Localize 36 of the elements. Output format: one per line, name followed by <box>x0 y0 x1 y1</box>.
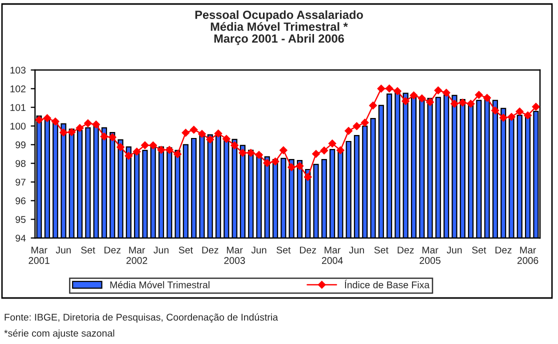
y-tick-label: 96 <box>16 197 26 204</box>
y-tick-label: 100 <box>10 122 26 130</box>
y-tick-label: 99 <box>16 141 26 148</box>
x-tick-label: Set <box>81 246 96 254</box>
y-tick-label: 94 <box>16 234 26 242</box>
y-tick-label: 95 <box>16 216 26 223</box>
x-tick-label: Mar 2004 <box>322 246 343 264</box>
x-tick-label: Mar 2001 <box>28 246 50 264</box>
x-tick-label: Dez <box>496 246 512 254</box>
x-tick-label: Set <box>276 246 291 254</box>
legend-label: Média Móvel Trimestral <box>110 281 210 288</box>
x-tick-label: Jun <box>56 246 71 254</box>
y-tick-label: 98 <box>16 160 26 167</box>
y-tick-label: 102 <box>10 85 26 92</box>
y-tick-label: 103 <box>10 66 26 74</box>
y-tick-label: 97 <box>16 178 26 186</box>
x-tick-label: Dez <box>104 246 121 254</box>
x-tick-label: Mar 2003 <box>224 246 245 264</box>
x-tick-label: Dez <box>398 246 414 254</box>
text: *série com ajuste sazonal <box>4 329 114 339</box>
x-tick-label: Set <box>472 246 486 254</box>
y-tick-label: 101 <box>10 104 26 111</box>
x-tick-label: Jun <box>251 246 266 254</box>
x-tick-label: Mar 2006 <box>517 246 538 264</box>
x-tick-label: Set <box>178 246 193 254</box>
x-tick-label: Set <box>374 246 388 254</box>
legend-label: Índice de Base Fixa <box>344 280 430 288</box>
chart-title: Pessoal Ocupado Assalariado Média Móvel Trimestral * Março 2001 - Abril 2006 <box>195 10 363 46</box>
x-tick-label: Dez <box>300 246 316 254</box>
x-tick-label: Mar 2005 <box>420 246 440 264</box>
x-tick-label: Mar 2002 <box>126 246 148 264</box>
x-tick-label: Dez <box>202 246 218 254</box>
x-tick-label: Jun <box>349 246 364 254</box>
x-tick-label: Jun <box>154 246 168 254</box>
x-tick-label: Jun <box>446 246 462 254</box>
source-note: Fonte: IBGE, Diretoria de Pesquisas, Coordenação de Indústria <box>4 313 278 323</box>
